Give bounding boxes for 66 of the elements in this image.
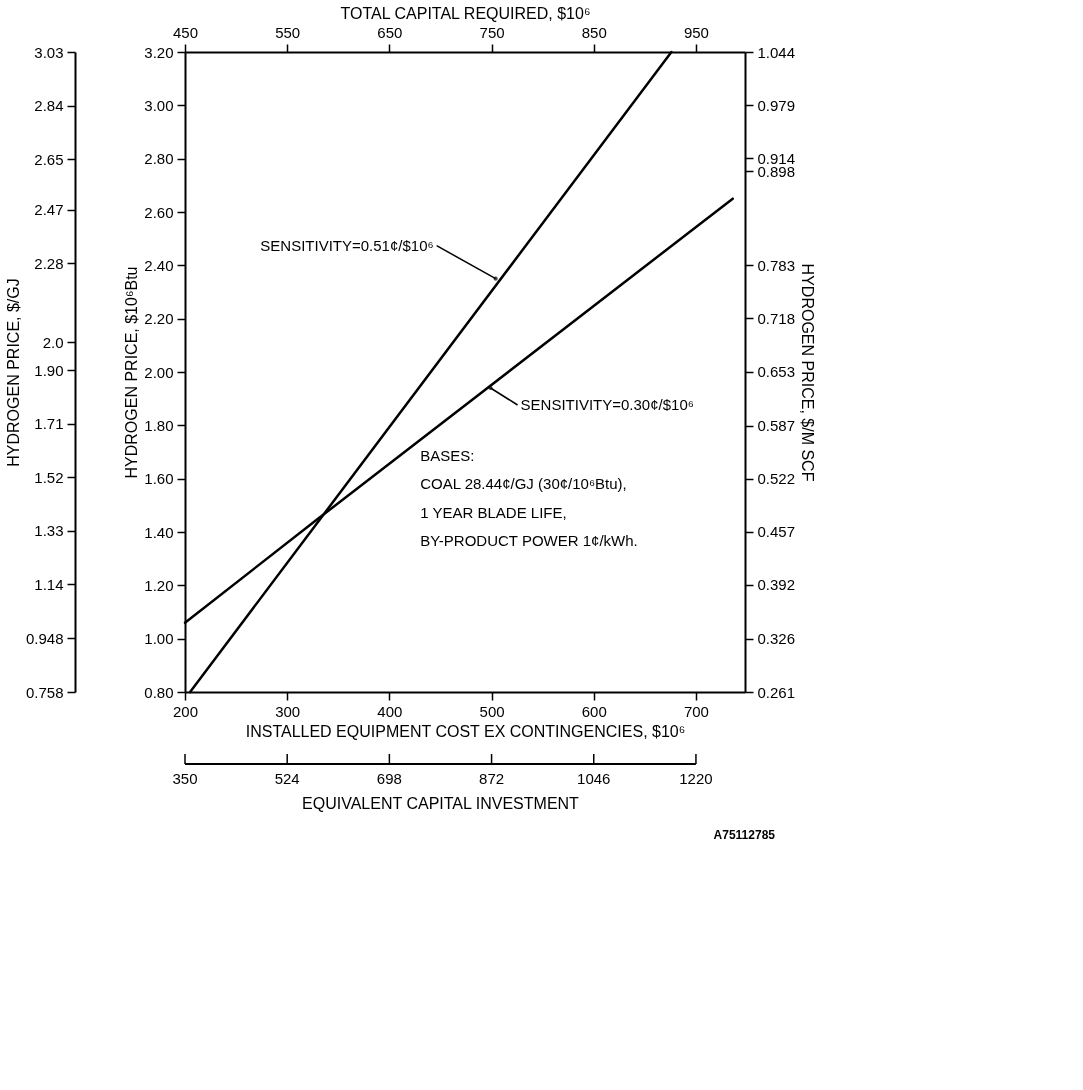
- y-tick-label: 3.20: [144, 43, 174, 61]
- text: 1220: [679, 770, 713, 787]
- text: A75112785: [713, 828, 776, 842]
- x2-axis-title: TOTAL CAPITAL REQUIRED, $10⁶: [340, 4, 591, 22]
- x-tick-label: 200: [172, 702, 199, 720]
- y-tick-label: 1.40: [144, 523, 174, 541]
- y-tick-label: 2.20: [144, 310, 174, 328]
- text: 872: [479, 770, 505, 787]
- y-tick-label: 2.80: [144, 150, 174, 168]
- x-tick-label: 400: [377, 702, 403, 720]
- x2-tick-label: 550: [275, 23, 301, 41]
- y2-tick-label: 0.914: [757, 149, 796, 167]
- y2-tick-label: 0.783: [757, 256, 796, 274]
- y3-tick-label: 1.71: [34, 415, 64, 433]
- text: EQUIVALENT CAPITAL INVESTMENT: [302, 795, 580, 812]
- y3-tick-label: 1.14: [34, 575, 64, 593]
- y-tick-label: 1.60: [144, 470, 174, 488]
- y2-tick-label: 0.653: [757, 363, 796, 381]
- annotation: SENSITIVITY=0.51¢/$10⁶: [260, 236, 434, 254]
- y3-tick-label: 3.03: [34, 43, 64, 61]
- y2-axis-title: HYDROGEN PRICE, $/M SCF: [799, 263, 817, 482]
- text: 524: [274, 770, 300, 787]
- y3-tick-label: 2.47: [34, 201, 64, 219]
- y-axis-title: HYDROGEN PRICE, $10⁶Btu: [123, 266, 141, 479]
- x2-tick-label: 950: [683, 23, 709, 41]
- y3-tick-label: 2.0: [42, 333, 64, 351]
- x2-tick-label: 750: [479, 23, 505, 41]
- y3-tick-label: 1.90: [34, 361, 64, 379]
- y2-tick-label: 0.979: [757, 96, 796, 114]
- y2-tick-label: 0.587: [757, 417, 796, 435]
- y3-tick-label: 2.84: [34, 97, 64, 115]
- y-tick-label: 2.00: [144, 363, 174, 381]
- y-tick-label: 2.40: [144, 256, 174, 274]
- y3-axis-title: HYDROGEN PRICE, $/GJ: [4, 278, 22, 467]
- y2-tick-label: 1.044: [757, 43, 796, 61]
- y3-tick-label: 1.33: [34, 522, 64, 540]
- x-tick-label: 600: [581, 702, 607, 720]
- y2-tick-label: 0.718: [757, 309, 796, 327]
- y-tick-label: 1.80: [144, 416, 174, 434]
- y2-tick-label: 0.261: [757, 683, 796, 701]
- x-tick-label: 500: [479, 702, 505, 720]
- annotation: SENSITIVITY=0.30¢/$10⁶: [520, 396, 694, 413]
- text: 350: [172, 770, 198, 787]
- x-tick-label: 300: [275, 702, 301, 720]
- y-tick-label: 0.80: [144, 683, 174, 701]
- x2-tick-label: 650: [377, 23, 403, 41]
- x-axis-title: INSTALLED EQUIPMENT COST EX CONTINGENCIES, $10⁶: [245, 722, 686, 740]
- y-tick-label: 3.00: [144, 96, 174, 114]
- y2-tick-label: 0.392: [757, 576, 796, 594]
- x-tick-label: 700: [683, 702, 709, 720]
- x2-tick-label: 850: [581, 23, 607, 41]
- y3-tick-label: 0.948: [25, 629, 64, 647]
- y3-tick-label: 2.28: [34, 254, 64, 272]
- y-tick-label: 2.60: [144, 203, 174, 221]
- annotation: BASES: COAL 28.44¢/GJ (30¢/10⁶Btu), 1 YEAR BLADE LIFE, BY-PRODUCT POWER 1¢/kWh.: [420, 446, 638, 550]
- text: 698: [376, 770, 402, 787]
- y2-tick-label: 0.522: [757, 470, 796, 488]
- y3-tick-label: 0.758: [25, 683, 64, 701]
- y-tick-label: 1.20: [144, 576, 174, 594]
- text: 1046: [577, 770, 611, 787]
- x2-tick-label: 450: [172, 23, 199, 41]
- y-tick-label: 1.00: [144, 630, 174, 648]
- y2-tick-label: 0.457: [757, 523, 796, 541]
- y3-tick-label: 2.65: [34, 150, 64, 168]
- y3-tick-label: 1.52: [34, 468, 64, 486]
- y2-tick-label: 0.326: [757, 630, 796, 648]
